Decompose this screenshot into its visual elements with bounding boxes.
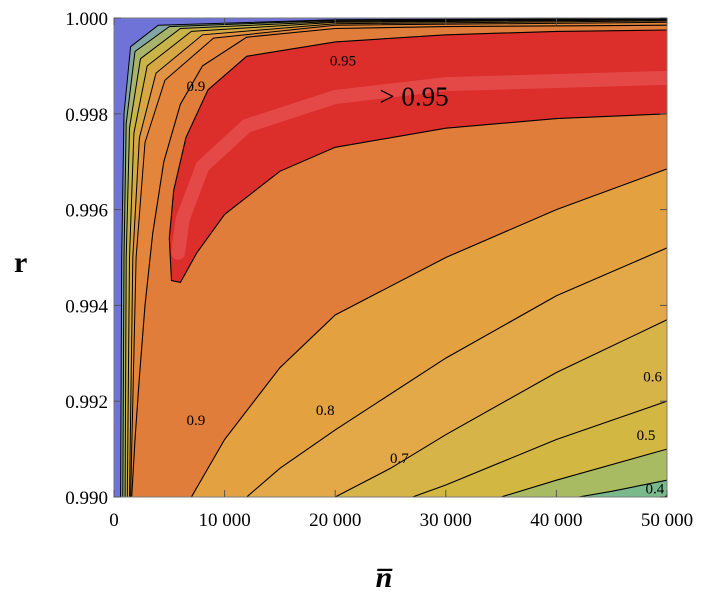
contour-label: 0.7: [390, 451, 409, 467]
y-tick-label: 0.992: [65, 392, 108, 413]
x-tick-label: 0: [109, 510, 119, 531]
x-tick-label: 10 000: [198, 510, 250, 531]
contour-line-0.7-5: [412, 400, 667, 497]
x-tick-label: 30 000: [420, 510, 472, 531]
contour-label: 0.4: [645, 481, 664, 497]
axis-tick-layer: 0 10 000 20 000 30 000 40 000 50 000 0.990 0.99…: [65, 9, 693, 531]
y-tick-label: 1.000: [65, 9, 108, 30]
contour-line-0.6-6: [500, 448, 667, 497]
contour-fill-layer: [114, 18, 667, 497]
y-tick-label: 0.994: [65, 296, 108, 317]
contour-line-0.8-4: [334, 319, 667, 497]
y-tick-label: 0.996: [65, 201, 108, 222]
contour-line-0.9-1: [131, 24, 667, 497]
region-annotation: > 0.95: [379, 82, 448, 112]
region-red: [169, 30, 667, 283]
contour-line-layer: [120, 18, 667, 497]
contour-line-0.85-3: [246, 247, 667, 497]
contour-label: 0.9: [186, 79, 205, 95]
x-tick-label: 50 000: [641, 510, 693, 531]
contour-label: 0.95: [330, 54, 356, 70]
plot-frame: [113, 17, 668, 498]
x-axis-title: n̅: [376, 561, 393, 594]
contour-label: 0.8: [316, 403, 335, 419]
contour-label: 0.5: [637, 428, 656, 444]
x-tick-label: 20 000: [309, 510, 361, 531]
edge-contour-line-0.85: [130, 21, 667, 497]
y-tick-label: 0.990: [65, 488, 108, 509]
contour-line-0.5-7: [578, 479, 667, 497]
contour-label-layer: 0.9 0.95 0.9 0.8 0.7 0.6 0.5 0.4: [186, 54, 664, 498]
contour-line-0.9-2: [190, 168, 667, 497]
contour-label: 0.9: [186, 413, 205, 429]
y-tick-label: 0.998: [65, 105, 108, 126]
x-tick-label: 40 000: [530, 510, 582, 531]
contour-label: 0.6: [643, 370, 662, 386]
y-axis-title: r: [14, 246, 27, 279]
contour-line-0.95-0: [168, 29, 667, 284]
highlight-band: [171, 70, 667, 260]
band-below-0.5: [578, 480, 667, 497]
